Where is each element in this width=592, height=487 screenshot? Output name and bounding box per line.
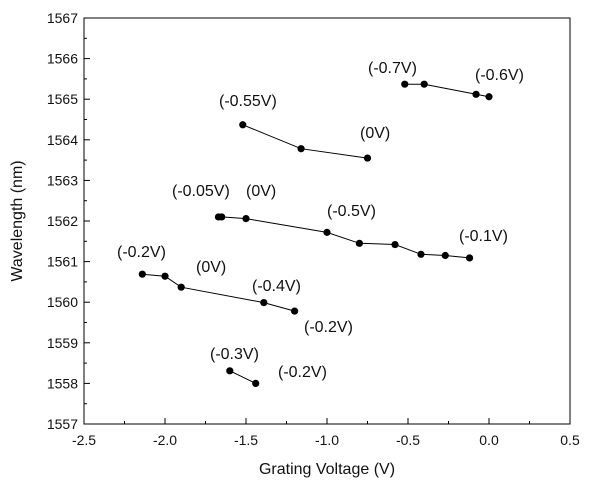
annotation-label: (-0.2V) — [304, 319, 353, 336]
data-point — [161, 272, 169, 280]
annotation-label: (-0.6V) — [475, 67, 524, 84]
data-point — [226, 367, 234, 375]
annotation-label: (-0.1V) — [459, 228, 508, 245]
data-point — [441, 251, 449, 260]
annotation-layer: (-0.7V) (-0.6V) (-0.55V) (0V) (-0.05V) (… — [117, 60, 524, 381]
y-tick-label: 1566 — [47, 51, 78, 67]
data-point — [391, 240, 399, 249]
annotation-label: (-0.55V) — [219, 93, 277, 110]
x-tick-label: -1.5 — [234, 432, 258, 448]
y-tick-label: 1567 — [47, 10, 78, 26]
data-point — [252, 379, 260, 387]
data-point — [239, 121, 247, 129]
data-point — [291, 307, 299, 315]
annotation-label: (-0.2V) — [117, 244, 166, 261]
x-tick-label: -0.5 — [396, 432, 420, 448]
annotation-label: (-0.3V) — [210, 346, 259, 363]
data-point — [138, 270, 146, 278]
data-point — [355, 239, 363, 247]
x-tick-label: -1.0 — [315, 432, 339, 448]
annotation-label: (-0.4V) — [252, 278, 301, 295]
data-point — [177, 283, 185, 291]
data-point — [218, 213, 226, 221]
data-point — [363, 154, 372, 162]
series-line — [229, 370, 256, 384]
series-3 — [214, 213, 474, 262]
series-5 — [226, 367, 260, 387]
y-tick-label: 1557 — [47, 416, 78, 432]
y-tick-label: 1565 — [47, 91, 78, 107]
x-axis-label: Grating Voltage (V) — [259, 461, 395, 478]
x-tick-label: -2.5 — [72, 432, 96, 448]
annotation-label: (-0.2V) — [278, 364, 327, 381]
data-point — [401, 80, 409, 88]
data-point — [260, 299, 268, 307]
series-1 — [401, 80, 493, 101]
x-axis-ticks: -2.5 -2.0 -1.5 -1.0 -0.5 0.0 0.5 — [72, 418, 580, 448]
y-tick-label: 1560 — [47, 294, 78, 310]
x-tick-label: -2.0 — [153, 432, 177, 448]
annotation-label: (0V) — [246, 183, 276, 200]
y-tick-label: 1563 — [47, 172, 78, 188]
x-tick-label: 0.5 — [560, 432, 580, 448]
data-point — [242, 214, 250, 223]
series-2 — [239, 121, 372, 162]
annotation-label: (0V) — [360, 125, 390, 142]
x-tick-label: 0.0 — [479, 432, 499, 448]
y-tick-label: 1564 — [47, 132, 78, 148]
data-point — [417, 250, 425, 258]
series-layer — [138, 80, 493, 387]
y-axis-ticks: 1557 1558 1559 1560 1561 1562 1563 1564 1565 1566… — [47, 10, 90, 432]
series-line — [218, 216, 470, 259]
y-tick-label: 1561 — [47, 254, 78, 270]
annotation-label: (0V) — [196, 259, 226, 276]
y-tick-label: 1559 — [47, 335, 78, 351]
data-point — [465, 254, 474, 262]
series-line — [404, 83, 490, 98]
series-line — [242, 124, 368, 159]
annotation-label: (-0.5V) — [327, 203, 376, 220]
y-tick-label: 1558 — [47, 375, 78, 391]
data-point — [472, 90, 480, 98]
data-point — [297, 145, 305, 153]
data-point — [485, 93, 493, 101]
data-point — [323, 228, 331, 236]
series-4 — [138, 270, 299, 315]
data-point — [420, 80, 428, 88]
annotation-label: (-0.05V) — [172, 183, 230, 200]
y-tick-label: 1562 — [47, 213, 78, 229]
y-axis-label: Wavelength (nm) — [9, 160, 26, 281]
annotation-label: (-0.7V) — [368, 60, 417, 77]
